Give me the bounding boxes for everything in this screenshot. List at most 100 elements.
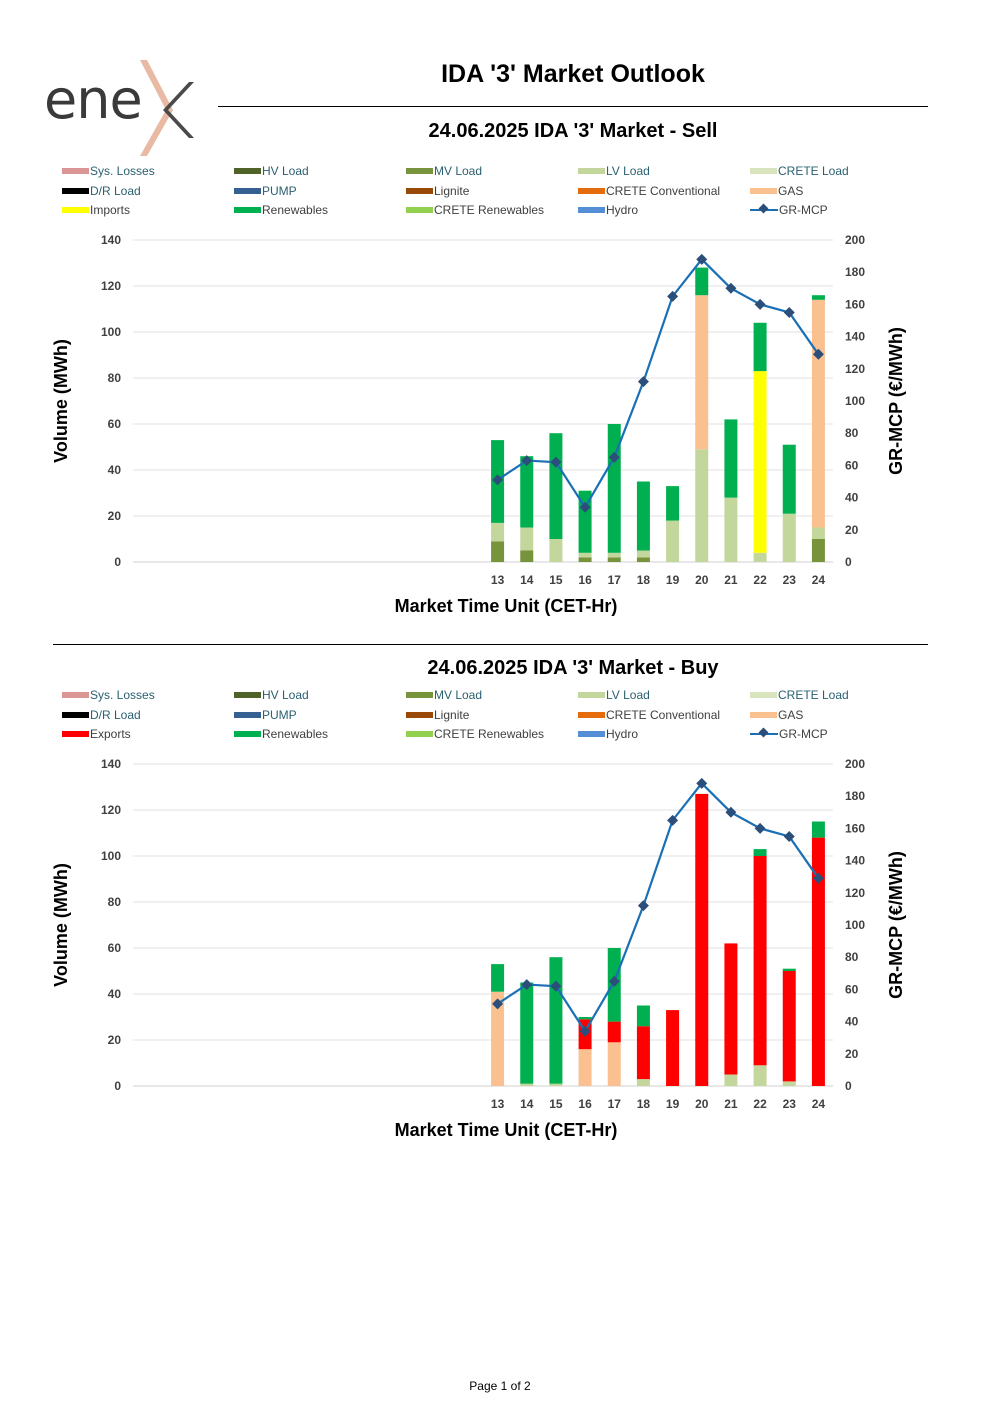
legend-label: Renewables	[262, 203, 329, 217]
bar-mv-load-18	[636, 557, 650, 562]
y2-tick-label: 0	[845, 555, 852, 569]
mcp-point-22	[754, 822, 766, 834]
y2-tick-label: 20	[845, 523, 859, 537]
bar-mv-load-14	[520, 550, 534, 562]
legend-item-hv-load: HV Load	[234, 688, 309, 702]
y-tick-label: 100	[101, 849, 121, 863]
bar-imports-22	[753, 371, 767, 553]
bar-gas-24	[811, 299, 825, 528]
legend-item-exports: Exports	[62, 727, 131, 741]
bar-renewables-22	[753, 322, 767, 372]
y2-tick-label: 120	[845, 886, 865, 900]
y2-tick-label: 40	[845, 1015, 859, 1029]
x-tick-label: 17	[608, 1097, 622, 1111]
sell-legend: Sys. Losses HV Load MV Load LV Load CRETE Lo…	[62, 164, 942, 228]
page-title: IDA '3' Market Outlook	[441, 60, 705, 88]
bar-renewables-24	[811, 821, 825, 838]
mcp-point-13	[492, 998, 504, 1010]
legend-label: CRETE Load	[778, 688, 849, 702]
mcp-point-15	[550, 980, 562, 992]
legend-label: D/R Load	[90, 183, 141, 198]
mcp-point-21	[725, 282, 737, 294]
legend-swatch	[62, 731, 89, 737]
x-tick-label: 23	[783, 573, 797, 587]
legend-label: GR-MCP	[779, 727, 828, 741]
y2-tick-label: 40	[845, 491, 859, 505]
y-tick-label: 80	[108, 371, 122, 385]
legend-label: LV Load	[606, 688, 650, 702]
legend-label: Exports	[90, 727, 131, 741]
legend-item-d-r-load: D/R Load	[62, 708, 141, 722]
legend-swatch	[750, 711, 777, 718]
legend-swatch	[62, 187, 89, 194]
y-tick-label: 140	[101, 233, 121, 247]
legend-item-hydro: Hydro	[578, 203, 638, 217]
legend-item-pump: PUMP	[234, 708, 297, 722]
y-tick-label: 120	[101, 279, 121, 293]
legend-swatch	[578, 207, 605, 213]
mcp-point-23	[783, 830, 795, 842]
y2-tick-label: 200	[845, 757, 865, 771]
y2-tick-label: 60	[845, 458, 859, 472]
legend-label: Sys. Losses	[90, 688, 155, 702]
legend-item-lv-load: LV Load	[578, 164, 650, 178]
mcp-point-24	[812, 348, 824, 360]
bar-lv-load-14	[520, 1083, 534, 1086]
bar-lv-load-18	[636, 1079, 650, 1086]
legend-label: GAS	[778, 183, 804, 198]
bar-mv-load-17	[607, 557, 621, 562]
y2-tick-label: 20	[845, 1047, 859, 1061]
legend-item-crete-load: CRETE Load	[750, 688, 849, 702]
mcp-point-13	[492, 474, 504, 486]
legend-swatch	[578, 711, 605, 718]
legend-label: PUMP	[262, 183, 297, 198]
legend-swatch	[578, 187, 605, 194]
legend-item-renewables: Renewables	[234, 203, 328, 217]
y2-tick-label: 140	[845, 330, 865, 344]
legend-label: Sys. Losses	[90, 164, 155, 178]
legend-item-lignite: Lignite	[406, 184, 469, 198]
legend-item-sys-losses: Sys. Losses	[62, 688, 155, 702]
x-tick-label: 14	[520, 1097, 534, 1111]
y-tick-label: 80	[108, 895, 122, 909]
legend-swatch	[62, 168, 89, 174]
legend-label: Renewables	[262, 727, 329, 741]
legend-swatch	[406, 187, 433, 194]
bar-lv-load-20	[695, 449, 709, 562]
legend-item-mv-load: MV Load	[406, 688, 482, 702]
legend-item-hydro: Hydro	[578, 727, 638, 741]
y-tick-label: 140	[101, 757, 121, 771]
y2-tick-label: 160	[845, 821, 865, 835]
legend-item-gas: GAS	[750, 184, 803, 198]
legend-item-gr-mcp: GR-MCP	[750, 727, 828, 741]
buy-legend: Sys. Losses HV Load MV Load LV Load CRETE Lo…	[62, 688, 942, 752]
bar-lv-load-18	[636, 550, 650, 558]
legend-line-marker	[750, 729, 778, 739]
bar-lv-load-23	[782, 1081, 796, 1086]
logo-mark	[140, 60, 194, 156]
page-footer: Page 1 of 2	[469, 1379, 531, 1393]
x-tick-label: 17	[608, 573, 622, 587]
mcp-point-14	[521, 979, 533, 991]
y-tick-label: 40	[108, 463, 122, 477]
mcp-point-21	[725, 806, 737, 818]
bar-lv-load-23	[782, 513, 796, 562]
bar-lv-load-19	[666, 520, 680, 562]
x-tick-label: 19	[666, 573, 680, 587]
legend-item-renewables: Renewables	[234, 727, 328, 741]
x-tick-label: 18	[637, 573, 651, 587]
y2-tick-label: 0	[845, 1079, 852, 1093]
bar-exports-22	[753, 856, 767, 1066]
legend-swatch	[406, 692, 433, 698]
x-tick-label: 23	[783, 1097, 797, 1111]
legend-label: CRETE Conventional	[606, 707, 721, 722]
bar-lv-load-15	[549, 539, 563, 562]
bar-lv-load-17	[607, 552, 621, 558]
y2-axis-title: GR-MCP (€/MWh)	[886, 327, 906, 475]
bar-renewables-20	[695, 267, 709, 296]
legend-swatch	[234, 168, 261, 174]
legend-label: Hydro	[606, 727, 639, 741]
legend-label: CRETE Load	[778, 164, 849, 178]
y2-tick-label: 180	[845, 265, 865, 279]
bar-exports-17	[607, 1021, 621, 1043]
